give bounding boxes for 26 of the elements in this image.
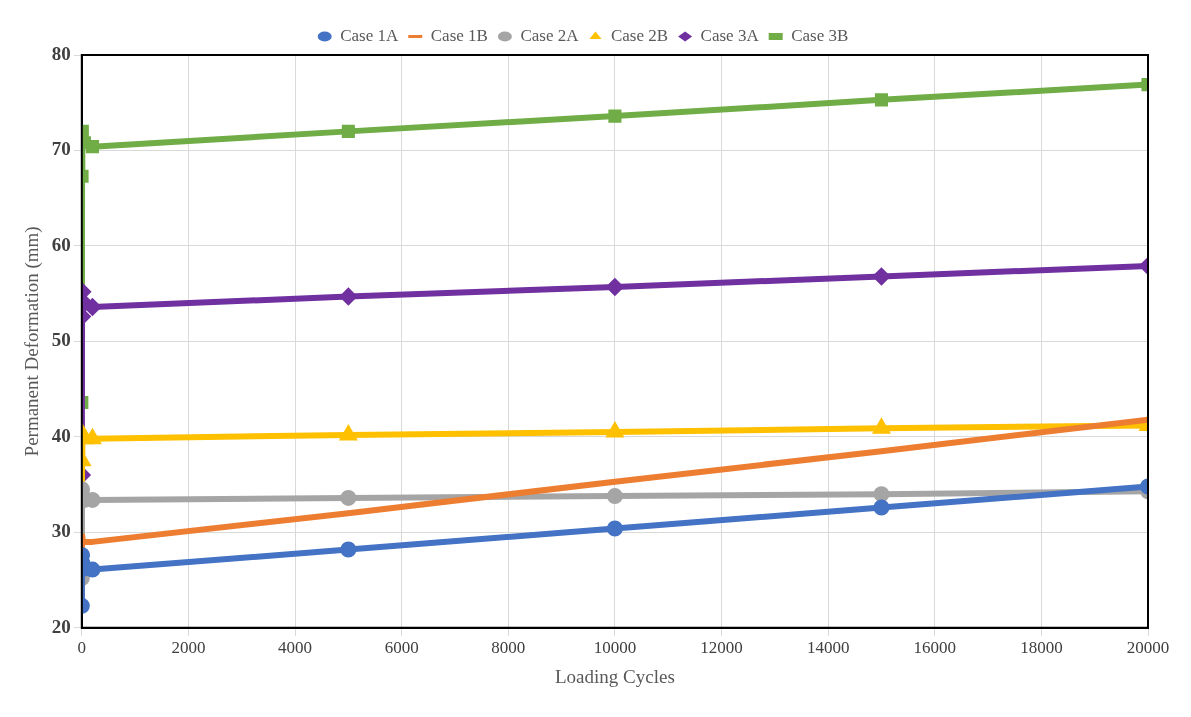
x-tick-label: 2000: [171, 638, 206, 658]
x-tick-label: 18000: [1020, 638, 1063, 658]
x-tick-label: 8000: [491, 638, 526, 658]
y-tick-label: 60: [51, 233, 71, 255]
x-axis-title: Loading Cycles: [555, 665, 675, 687]
y-tick-label: 70: [51, 138, 71, 160]
x-tick-label: 20000: [1126, 638, 1170, 658]
legend-label: Case 3A: [700, 25, 760, 45]
legend-label: Case 2A: [520, 25, 580, 45]
x-tick-label: 4000: [278, 638, 313, 658]
legend-label: Case 3B: [791, 25, 849, 45]
x-tick-label: 16000: [913, 638, 957, 658]
x-tick-label: 14000: [806, 638, 850, 658]
x-tick-label: 10000: [593, 638, 637, 658]
legend-label: Case 1B: [430, 25, 488, 45]
y-tick-label: 80: [51, 42, 71, 64]
legend-label: Case 2B: [610, 25, 669, 45]
y-axis-title: Permanent Deformation (mm): [21, 226, 44, 457]
y-tick-label: 40: [51, 424, 71, 446]
x-tick-label: 12000: [700, 638, 743, 658]
x-tick-label: 6000: [384, 638, 419, 658]
legend-label: Case 1A: [340, 25, 399, 45]
x-tick-label: 0: [77, 638, 87, 658]
y-tick-label: 50: [51, 329, 71, 351]
y-tick-label: 30: [51, 520, 71, 542]
y-tick-label: 20: [51, 615, 71, 637]
